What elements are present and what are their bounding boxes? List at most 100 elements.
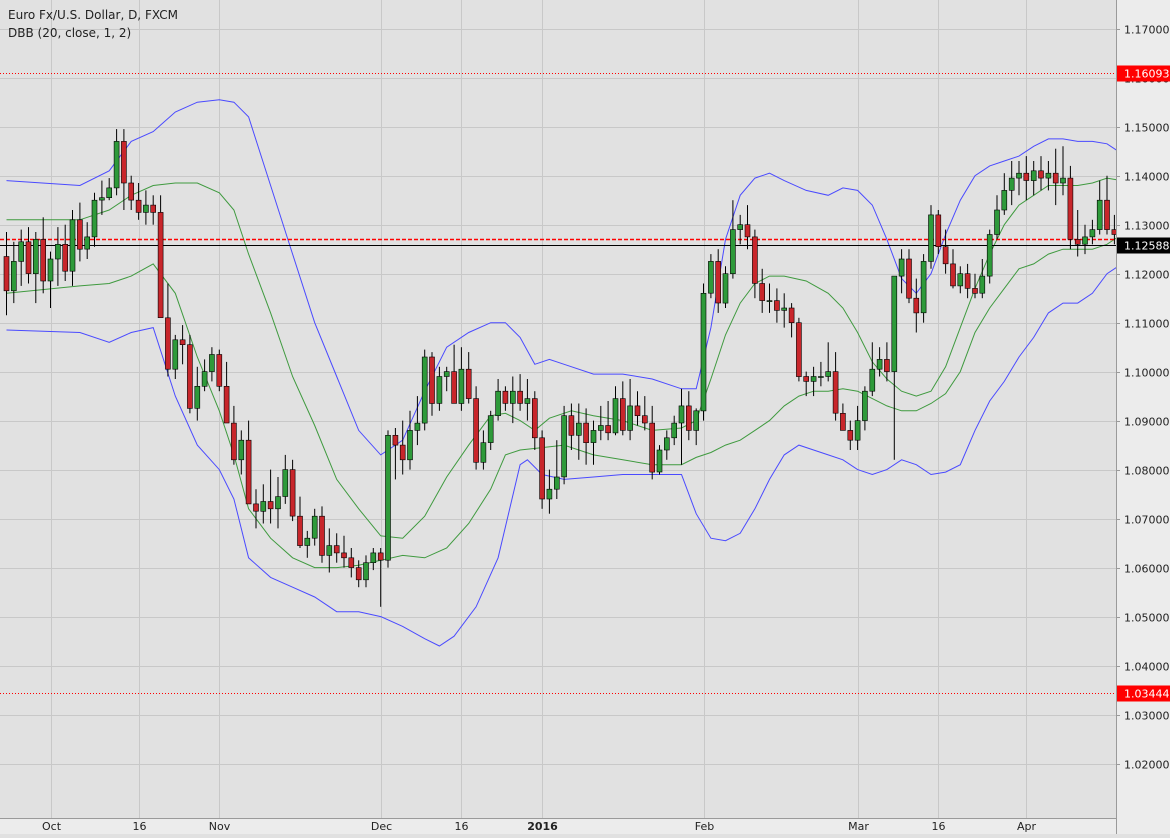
candle-body-up <box>209 354 215 372</box>
candle-body-down <box>245 439 252 505</box>
candle-body-down <box>634 405 641 416</box>
candle-body-down <box>341 552 347 559</box>
candle-body-up <box>458 368 465 404</box>
candle-body-up <box>385 434 391 561</box>
candle-body-up <box>722 273 729 304</box>
candle-body-up <box>370 552 377 564</box>
time-axis-background <box>0 818 1116 834</box>
candle-body-up <box>326 545 333 556</box>
candle-body-down <box>972 288 978 294</box>
chart-legend: Euro Fx/U.S. Dollar, D, FXCM DBB (20, cl… <box>8 6 178 42</box>
candle-body-down <box>539 437 545 500</box>
candle-body-down <box>297 515 303 546</box>
candle-body-up <box>524 398 531 404</box>
candle-body-down <box>253 503 259 512</box>
candle-body-up <box>920 261 927 314</box>
candle-body-up <box>693 410 700 431</box>
candle-body-down <box>128 182 134 201</box>
candle-body-up <box>487 415 494 443</box>
candle-body-up <box>32 239 39 274</box>
candle-body-down <box>796 322 802 377</box>
candle-body-down <box>1067 177 1074 240</box>
candle-body-up <box>891 275 898 372</box>
time-axis[interactable]: Oct 16 Nov Dec 16 2016 Feb Mar 16 Apr <box>42 820 1037 833</box>
time-tick-label: Mar <box>848 820 869 833</box>
candle-body-up <box>99 197 105 201</box>
candle-body-down <box>840 412 846 431</box>
candle-body-up <box>810 376 817 382</box>
candle-body-down <box>1104 199 1110 230</box>
candle-body-down <box>744 224 751 238</box>
candle-body-down <box>165 317 171 370</box>
time-tick-label: Nov <box>209 820 231 833</box>
candle-body-down <box>759 283 766 301</box>
candlesticks <box>3 129 1132 607</box>
candle-body-down <box>502 390 509 404</box>
candle-body-down <box>465 368 472 399</box>
candle-body-up <box>55 244 61 260</box>
candle-body-down <box>333 545 340 554</box>
candle-body-up <box>311 515 318 539</box>
price-tick-label: 1.04000 <box>1124 661 1170 674</box>
candle-body-up <box>421 356 428 424</box>
candle-body-up <box>1030 170 1037 181</box>
candle-body-up <box>480 442 487 463</box>
candle-body-down <box>619 398 626 431</box>
candle-body-down <box>531 398 538 439</box>
candle-body-down <box>832 371 839 414</box>
candle-body-down <box>906 258 912 299</box>
candle-body-up <box>854 420 861 441</box>
time-tick-label: 16 <box>133 820 147 833</box>
candle-body-up <box>994 209 1000 235</box>
candle-body-down <box>685 405 692 431</box>
price-tick-label: 1.13000 <box>1124 220 1170 233</box>
time-tick-label: Feb <box>695 820 714 833</box>
candle-body-down <box>121 141 127 184</box>
outer-lower-band-line <box>6 263 1122 647</box>
candle-body-up <box>91 199 98 238</box>
candle-body-down <box>935 214 942 247</box>
price-labels: 1.16093 1.12588 1.03444 <box>1117 65 1170 702</box>
price-tick-label: 1.10000 <box>1124 367 1170 380</box>
price-tick-label: 1.08000 <box>1124 465 1170 478</box>
candle-body-down <box>267 501 274 510</box>
price-tick-label: 1.07000 <box>1124 514 1170 527</box>
candle-body-up <box>407 430 413 461</box>
candle-body-down <box>231 422 237 461</box>
indicator-title: DBB (20, close, 1, 2) <box>8 26 132 40</box>
candle-body-down <box>964 273 971 289</box>
candle-body-down <box>216 354 223 387</box>
candle-body-up <box>561 415 567 478</box>
price-label-text: 1.16093 <box>1124 68 1170 81</box>
candle-body-up <box>590 430 597 443</box>
candle-body-down <box>884 359 890 372</box>
price-axis[interactable]: 1.02000 1.03000 1.04000 1.05000 1.06000 1.070… <box>1116 0 1170 772</box>
candle-body-up <box>678 405 685 424</box>
candle-body-up <box>671 422 678 439</box>
candle-body-up <box>201 371 208 387</box>
candle-body-down <box>1074 239 1081 245</box>
symbol-title: Euro Fx/U.S. Dollar, D, FXCM <box>8 8 178 22</box>
candle-body-up <box>553 476 560 490</box>
price-tick-label: 1.17000 <box>1124 24 1170 37</box>
candle-body-up <box>18 241 25 262</box>
candle-body-up <box>979 275 986 294</box>
candle-body-up <box>47 258 54 282</box>
candle-body-down <box>399 444 406 461</box>
candle-body-down <box>1023 172 1030 181</box>
candle-body-up <box>1082 236 1088 245</box>
candle-body-up <box>113 141 120 189</box>
candle-body-up <box>509 390 516 404</box>
price-tick-label: 1.02000 <box>1124 759 1170 772</box>
candle-body-down <box>583 422 589 444</box>
candle-body-down <box>40 239 47 282</box>
price-label-box <box>1117 65 1170 82</box>
candle-body-up <box>238 439 245 461</box>
price-label-box <box>1117 685 1170 702</box>
candle-body-up <box>818 376 824 378</box>
candle-body-up <box>11 261 17 292</box>
candle-body-up <box>730 229 736 275</box>
candle-body-up <box>1001 190 1008 211</box>
